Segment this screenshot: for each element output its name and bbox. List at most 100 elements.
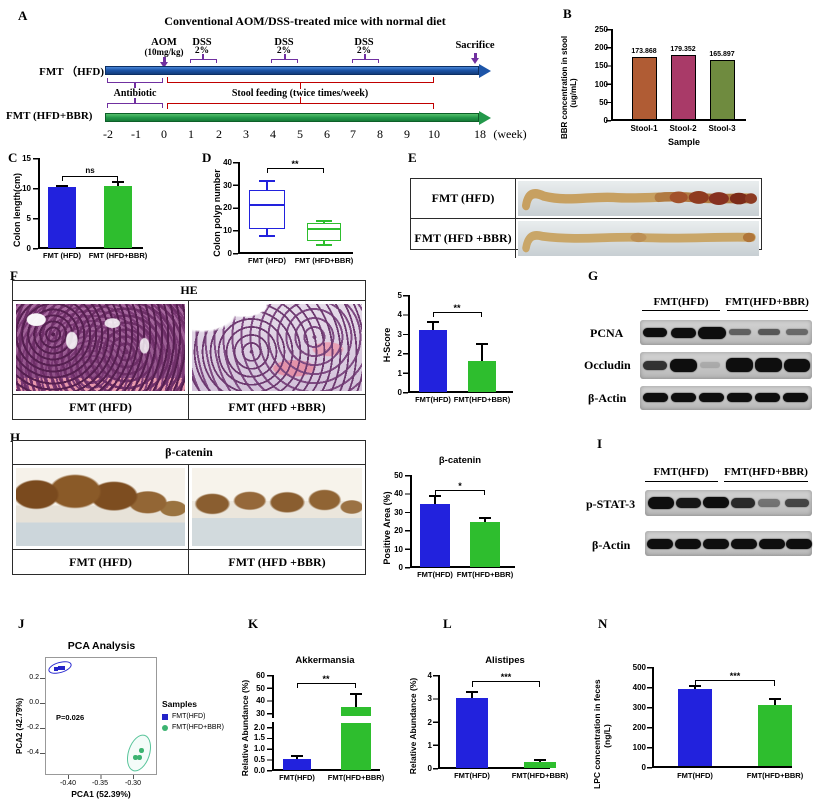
chart-bcat-cat: FMT(HFD) [417,570,453,579]
chart-c-errorbar-hfdbbr [112,181,124,187]
pca-xtick: -0.35 [92,780,108,787]
week-label: 9 [404,127,410,141]
chart-d-ytick: 40 [223,158,232,167]
chart-bcat-yaxis [410,475,412,567]
chart-d-tick-marks [233,162,238,255]
chart-c-ytick: 10 [22,184,31,193]
chart-hscore-ytick: 0 [397,388,402,397]
pca-title: PCA Analysis [67,640,136,652]
chart-d-whisker-bot-stem-hfd [266,229,268,235]
chart-bcat-cat: FMT(HFD+BBR) [456,570,514,579]
chart-akk-xaxis [272,769,380,771]
chart-b-value: 179.352 [670,46,696,53]
antibiotic-bracket-bottom [107,103,163,108]
week-label: -2 [103,127,113,141]
chart-b-cat: Stool-1 [630,124,658,133]
chart-ali-errorbar-hfdbbr [534,759,546,762]
timeline-title: Conventional AOM/DSS-treated mice with n… [164,14,446,28]
chart-lpc-bar-hfd [678,689,712,766]
chart-c-ylabel: Colon length(cm) [12,173,22,247]
pca-legend-label-hfd: FMT(HFD) [172,713,206,720]
chart-akk-ytick: 50 [256,684,265,693]
chart-hscore-sig: ** [453,303,461,313]
wb-g-col2-header: FMT(HFD+BBR) [725,296,809,308]
chart-d-box-hfdbbr [307,223,341,241]
chart-c-cat: FMT (HFD+BBR) [88,251,148,260]
chart-akk-ytick: 40 [256,696,265,705]
wb-band [786,329,808,335]
sacrifice-arrow-icon [473,53,477,59]
pca-ytick: -0.4 [26,749,39,756]
week-label: 5 [297,127,303,141]
timeline-group2-label: FMT (HFD+BBR) [6,110,93,122]
chart-b-ytick: 150 [594,61,608,70]
chart-d-sig-bracket [267,168,324,173]
chart-akk-bar-hfdbbr-lower [341,723,371,770]
chart-d-ytick: 20 [223,203,232,212]
chart-bcat-ytick: 30 [394,508,403,517]
pca-ytick: -0.2 [26,724,39,731]
chart-lpc-ylabel-line2: (ng/L) [601,724,612,748]
aom-arrow-icon [162,57,166,63]
dss1-bracket [190,59,217,63]
chart-ali-ytick: 4 [427,671,432,680]
chart-d-ytick: 30 [223,181,232,190]
wb-band [643,328,667,337]
chart-hscore-cat: FMT(HFD) [415,395,451,404]
chart-b-tick-marks [606,29,611,122]
pca-xtick: -0.40 [60,780,76,787]
chart-bcat-ytick: 10 [394,545,403,554]
chart-bcat-sig: * [458,481,462,491]
chart-d-whisker-bot-cap-hfd [259,235,275,237]
pca-point-hfdbbr [139,748,144,753]
wb-band [643,393,668,402]
chart-c-tick-marks [33,158,38,250]
chart-lpc-sig-bracket [695,680,775,686]
chart-akk-yaxis [272,675,274,770]
chart-d-whisker-top-stem-hfd [266,180,268,190]
wb-g-col1-header: FMT(HFD) [653,296,709,308]
chart-d-yaxis [238,162,240,253]
he-header: HE [13,281,365,301]
chart-bcat-title: β-catenin [438,455,482,466]
chart-hscore-bar-hfd [419,330,447,392]
chart-akk-ytick: 30 [256,709,265,718]
chart-akk-cat: FMT(HFD) [279,773,315,782]
chart-hscore-ytick: 4 [397,310,402,319]
pca-point-hfdbbr [133,755,138,760]
chart-c-bar-hfd [48,187,76,248]
chart-d-median-hfd [250,204,284,206]
aom-arrowhead-icon [160,62,168,68]
colon-photo-table: FMT (HFD) FMT (HFD +BBR) [410,178,762,259]
sacrifice-label: Sacrifice [455,40,495,51]
panel-letter-i: I [597,436,603,451]
chart-c-xaxis [38,247,143,249]
wb-band [758,329,780,335]
chart-c-sig-bracket [62,176,118,181]
chart-b-ytick: 50 [599,98,608,107]
chart-c-ytick: 15 [22,154,31,163]
week-label: 18 [474,127,486,141]
wb-g-col1-underline [642,310,720,311]
chart-lpc-cat: FMT(HFD+BBR) [746,771,804,780]
timeline-bar-hfd-arrowhead [479,63,491,78]
chart-ali-sig: *** [500,672,512,682]
pca-point-hfd [54,667,58,671]
wb-band [783,393,808,402]
colon-photo-hfd [518,181,759,217]
bcatenin-image-hfdbbr [192,468,362,546]
week-label: -1 [131,127,141,141]
chart-b-ytick: 0 [603,116,608,125]
week-label: 2 [216,127,222,141]
chart-akk-ytick: 60 [256,671,265,680]
chart-lpc-ytick: 300 [632,703,646,712]
antibiotic-bracket-bottom-tick [134,98,136,103]
chart-d-sig: ** [291,159,299,169]
bcatenin-header: β-catenin [13,441,365,465]
he-image-hfdbbr-cell [189,301,365,394]
colon-photo-hfdbbr [518,221,759,257]
bcatenin-image-hfd [16,468,185,546]
chart-lpc-cat: FMT(HFD) [677,771,713,780]
dss3-bracket [352,59,379,63]
aom-dose-label: (10mg/kg) [144,47,184,57]
